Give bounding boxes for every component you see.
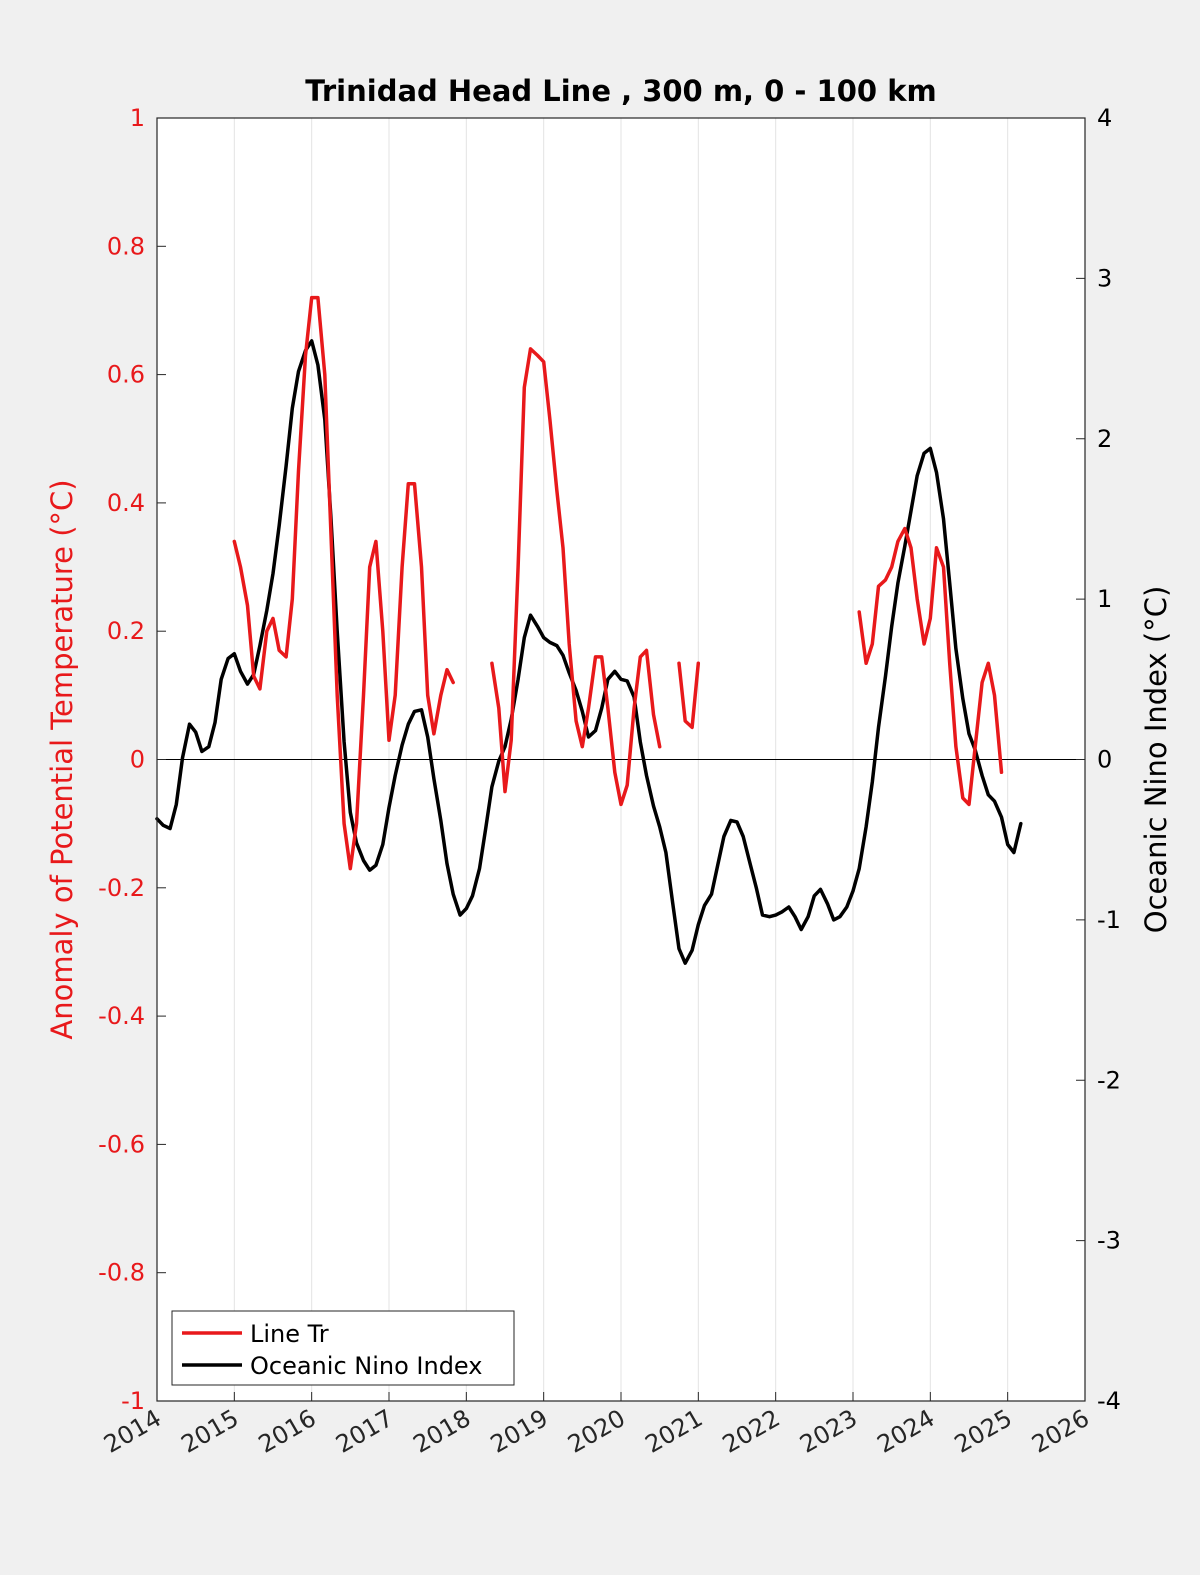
y-right-tick-label: 4: [1097, 104, 1112, 132]
y-right-tick-label: 3: [1097, 264, 1112, 292]
legend-label-oni: Oceanic Nino Index: [250, 1352, 482, 1380]
series-line-tr-segment: [857, 526, 1004, 807]
y-left-tick-label: 0.6: [107, 361, 145, 389]
series-line-tr-segment: [677, 661, 701, 730]
y-right-tick-label: 0: [1097, 746, 1112, 774]
y-right-tick-label: -1: [1097, 906, 1121, 934]
series-line-tr-segment: [490, 347, 662, 807]
chart-title: Trinidad Head Line , 300 m, 0 - 100 km: [305, 74, 936, 108]
y-left-tick-label: 0.8: [107, 232, 145, 260]
y-right-tick-label: 1: [1097, 585, 1112, 613]
y-right-tick-label: 2: [1097, 425, 1112, 453]
series-oni-segment: [155, 339, 1023, 965]
y-right-tick-label: -2: [1097, 1066, 1121, 1094]
y-left-tick-label: 0.4: [107, 489, 145, 517]
legend: Line Tr Oceanic Nino Index: [171, 1310, 515, 1386]
y-left-tick-label: -1: [121, 1387, 145, 1415]
y-left-tick-label: 0: [130, 746, 145, 774]
right-axis-label: Oceanic Nino Index (°C): [1139, 586, 1173, 934]
y-left-tick-label: -0.8: [98, 1259, 145, 1287]
y-left-tick-label: 0.2: [107, 617, 145, 645]
y-right-tick-label: -3: [1097, 1227, 1121, 1255]
left-axis-label: Anomaly of Potential Temperature (°C): [45, 479, 79, 1039]
series-layer: [155, 295, 1023, 965]
y-left-tick-label: -0.4: [98, 1002, 145, 1030]
y-left-tick-label: 1: [130, 104, 145, 132]
legend-label-line-tr: Line Tr: [250, 1320, 329, 1348]
y-left-tick-label: -0.2: [98, 874, 145, 902]
legend-box: [171, 1310, 515, 1386]
y-left-tick-label: -0.6: [98, 1130, 145, 1158]
y-right-tick-label: -4: [1097, 1387, 1121, 1415]
series-line-tr-segment: [232, 295, 455, 871]
